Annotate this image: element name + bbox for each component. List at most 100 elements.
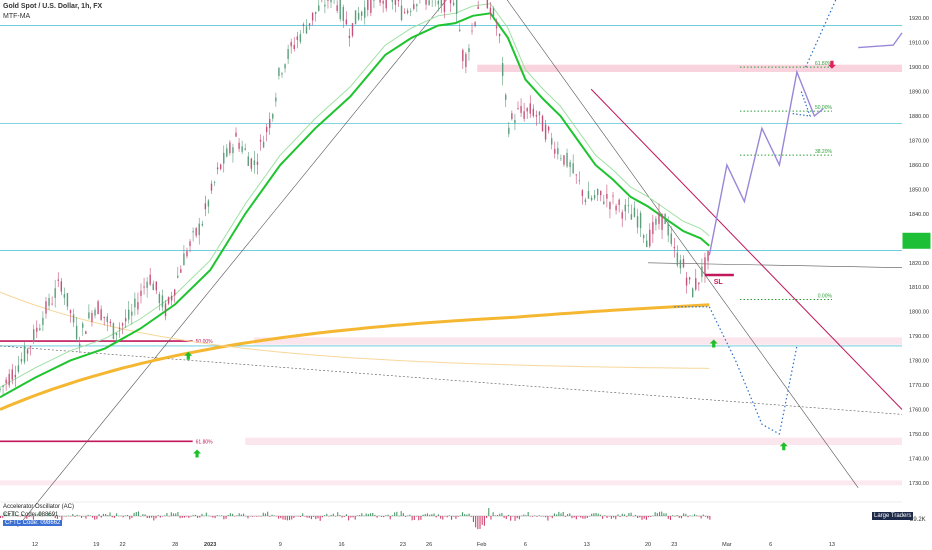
price-candle-body: [134, 298, 136, 308]
price-candle-body: [517, 108, 519, 109]
oscillator-bar: [564, 516, 566, 517]
oscillator-bar: [591, 513, 593, 516]
oscillator-bar: [243, 513, 245, 516]
oscillator-bar: [227, 515, 229, 516]
oscillator-bar: [461, 512, 464, 516]
oscillator-bar: [76, 514, 78, 516]
oscillator-bar: [4, 512, 6, 516]
oscillator-bar: [332, 513, 334, 516]
price-candle-body: [308, 23, 311, 26]
oscillator-bar: [302, 513, 304, 516]
price-candle-body: [106, 316, 108, 323]
price-candle-body: [535, 115, 538, 117]
price-candle-body: [112, 323, 115, 339]
orange-long-ma: [0, 303, 710, 411]
oscillator-bar: [569, 513, 571, 516]
price-candle-body: [357, 12, 360, 20]
oscillator-bar: [251, 516, 253, 517]
price-candle-body: [296, 36, 299, 40]
oscillator-bar: [74, 516, 76, 517]
oscillator-bar: [111, 516, 113, 518]
oscillator-bar: [278, 516, 280, 519]
price-candle-body: [676, 252, 679, 266]
price-candle-body: [486, 0, 489, 9]
oscillator-bar: [56, 516, 59, 519]
price-candle-body: [170, 295, 173, 301]
oscillator-bar: [402, 513, 404, 516]
price-candle-body: [606, 193, 608, 199]
price-candle-body: [495, 26, 498, 29]
price-candle-body: [23, 346, 26, 363]
price-candle-body: [195, 228, 197, 236]
indicator-label: MTF-MA: [3, 13, 31, 20]
price-candle-body: [360, 11, 363, 16]
oscillator-bar: [567, 514, 569, 516]
oscillator-bar: [367, 513, 369, 516]
oscillator-bar: [13, 511, 15, 516]
oscillator-bar: [24, 516, 26, 517]
price-candle-body: [437, 0, 440, 5]
large-traders-badge[interactable]: Large Traders: [872, 512, 914, 520]
oscillator-bar: [672, 515, 674, 516]
oscillator-line-2: CFTC Code: 088691: [3, 512, 59, 518]
price-candle-body: [508, 127, 510, 134]
moving-averages: [0, 3, 710, 411]
oscillator-bar: [361, 513, 363, 516]
price-candle-body: [109, 321, 112, 324]
oscillator-bar: [6, 515, 8, 516]
price-candle-body: [5, 379, 7, 384]
oscillator-bar: [415, 516, 418, 517]
oscillator-bar: [282, 516, 284, 520]
price-candle-body: [54, 288, 56, 298]
y-tick-label: 1820.00: [909, 261, 929, 267]
oscillator-bar: [580, 516, 582, 518]
oscillator-bar: [691, 515, 693, 517]
oscillator-bar: [626, 516, 628, 517]
oscillator-bar: [164, 515, 166, 516]
oscillator-bar: [440, 516, 442, 519]
price-candle-body: [278, 67, 280, 77]
oscillator-bar: [446, 516, 448, 518]
price-candle-body: [471, 30, 473, 32]
oscillator-bar: [297, 516, 299, 517]
price-candle-body: [682, 258, 685, 268]
annotations: SL: [184, 60, 931, 458]
oscillator-bar: [503, 516, 505, 518]
oscillator-bar: [527, 511, 529, 516]
oscillator-bar: [308, 516, 310, 518]
oscillator-bar: [306, 516, 308, 518]
oscillator-bar: [284, 516, 286, 520]
oscillator-bar: [479, 516, 481, 529]
price-candle-body: [275, 97, 277, 102]
fib-right-label: 50.00%: [815, 105, 833, 111]
oscillator-bar: [135, 512, 137, 516]
price-candle-body: [520, 106, 522, 113]
price-candle-body: [327, 0, 329, 1]
oscillator-bar: [262, 512, 264, 516]
oscillator-bar: [538, 515, 540, 516]
price-candle-body: [603, 201, 605, 204]
oscillator-bar: [545, 516, 547, 518]
y-tick-label: 1730.00: [909, 481, 929, 487]
oscillator-bar: [207, 515, 210, 517]
price-candle-body: [658, 212, 660, 224]
y-tick-label: 1770.00: [909, 383, 929, 389]
price-candle-body: [538, 111, 541, 116]
oscillator-value-label: 29.2K: [910, 517, 926, 523]
oscillator-bar: [571, 516, 573, 519]
oscillator-bar: [615, 516, 617, 520]
oscillator-bar: [407, 515, 409, 516]
price-candle-body: [146, 281, 148, 288]
price-candle-body: [51, 303, 53, 305]
oscillator-bar: [201, 513, 203, 516]
price-candle-body: [544, 124, 547, 140]
oscillator-bar: [608, 516, 610, 517]
y-tick-label: 1920.00: [909, 16, 929, 22]
oscillator-bar: [72, 514, 74, 516]
oscillator-bar: [341, 516, 343, 518]
price-candle-body: [91, 313, 93, 322]
oscillator-bar: [518, 516, 520, 520]
oscillator-bar: [613, 516, 615, 518]
price-candle-body: [284, 64, 286, 69]
price-candle-body: [345, 19, 348, 25]
